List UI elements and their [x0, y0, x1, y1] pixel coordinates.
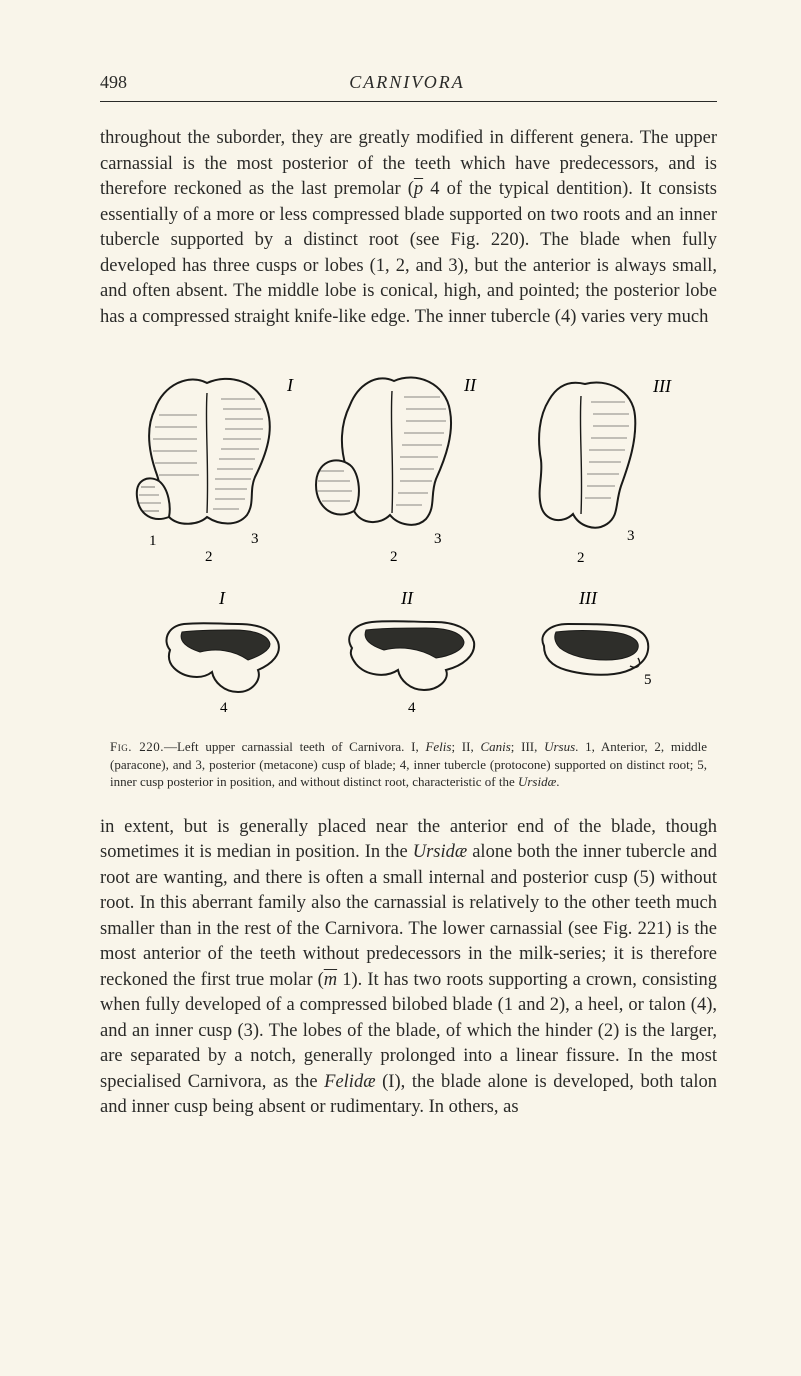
num-3-III: 3	[627, 528, 635, 544]
para1-text-b: 4 of the typical dentition). It consists…	[100, 179, 717, 327]
tooth-I-side: 4	[166, 623, 278, 716]
caption-b: ; II,	[451, 739, 480, 754]
caption-a: —Left upper carnassial teeth of Carnivor…	[164, 739, 426, 754]
label-II-bottom: II	[400, 588, 414, 608]
running-head: 498 CARNIVORA	[100, 72, 717, 102]
label-III-top: III	[652, 376, 672, 396]
num-5-III: 5	[644, 672, 652, 688]
caption-lead: Fig. 220.	[110, 739, 164, 754]
caption-ital1: Felis	[425, 739, 451, 754]
figure-220-caption: Fig. 220.—Left upper carnassial teeth of…	[110, 738, 707, 791]
figure-220-svg: I 1 2 3	[129, 360, 689, 720]
num-2-II: 2	[390, 549, 398, 565]
tooth-II-side: 4	[349, 621, 474, 716]
caption-ital4: Ursidæ	[518, 774, 556, 789]
paragraph-2: in extent, but is generally placed near …	[100, 815, 717, 1121]
para2-ital2: m	[324, 970, 337, 990]
caption-c: ; III,	[511, 739, 544, 754]
label-II-top: II	[463, 375, 477, 395]
caption-ital2: Canis	[480, 739, 510, 754]
tooth-II-upper: II 2 3	[316, 375, 477, 565]
num-2-III: 2	[577, 550, 585, 566]
num-4-I: 4	[220, 700, 228, 716]
para2-text-b: alone both the inner tubercle and root a…	[100, 842, 717, 990]
tooth-I-upper: I 1 2 3	[136, 375, 293, 565]
caption-e: .	[556, 774, 559, 789]
running-head-spacer	[687, 72, 717, 93]
running-title: CARNIVORA	[349, 72, 464, 93]
tooth-III-upper: III 2 3	[539, 376, 672, 566]
num-4-II: 4	[408, 700, 416, 716]
label-I-top: I	[286, 375, 294, 395]
para2-ital3: Felidæ	[324, 1072, 375, 1092]
para1-ital-p: p	[414, 179, 423, 199]
label-I-bottom: I	[218, 588, 226, 608]
page-498: 498 CARNIVORA throughout the suborder, t…	[0, 0, 801, 1376]
num-3-II: 3	[434, 531, 442, 547]
page-number: 498	[100, 72, 127, 93]
tooth-III-side: 5	[542, 624, 651, 688]
num-1-I: 1	[149, 533, 157, 549]
caption-ital3: Ursus	[544, 739, 575, 754]
figure-220: I 1 2 3	[100, 360, 717, 720]
num-2-I: 2	[205, 549, 213, 565]
para2-ital1: Ursidæ	[413, 842, 468, 862]
paragraph-1: throughout the suborder, they are greatl…	[100, 126, 717, 330]
label-III-bottom: III	[578, 588, 598, 608]
num-3-I: 3	[251, 531, 259, 547]
